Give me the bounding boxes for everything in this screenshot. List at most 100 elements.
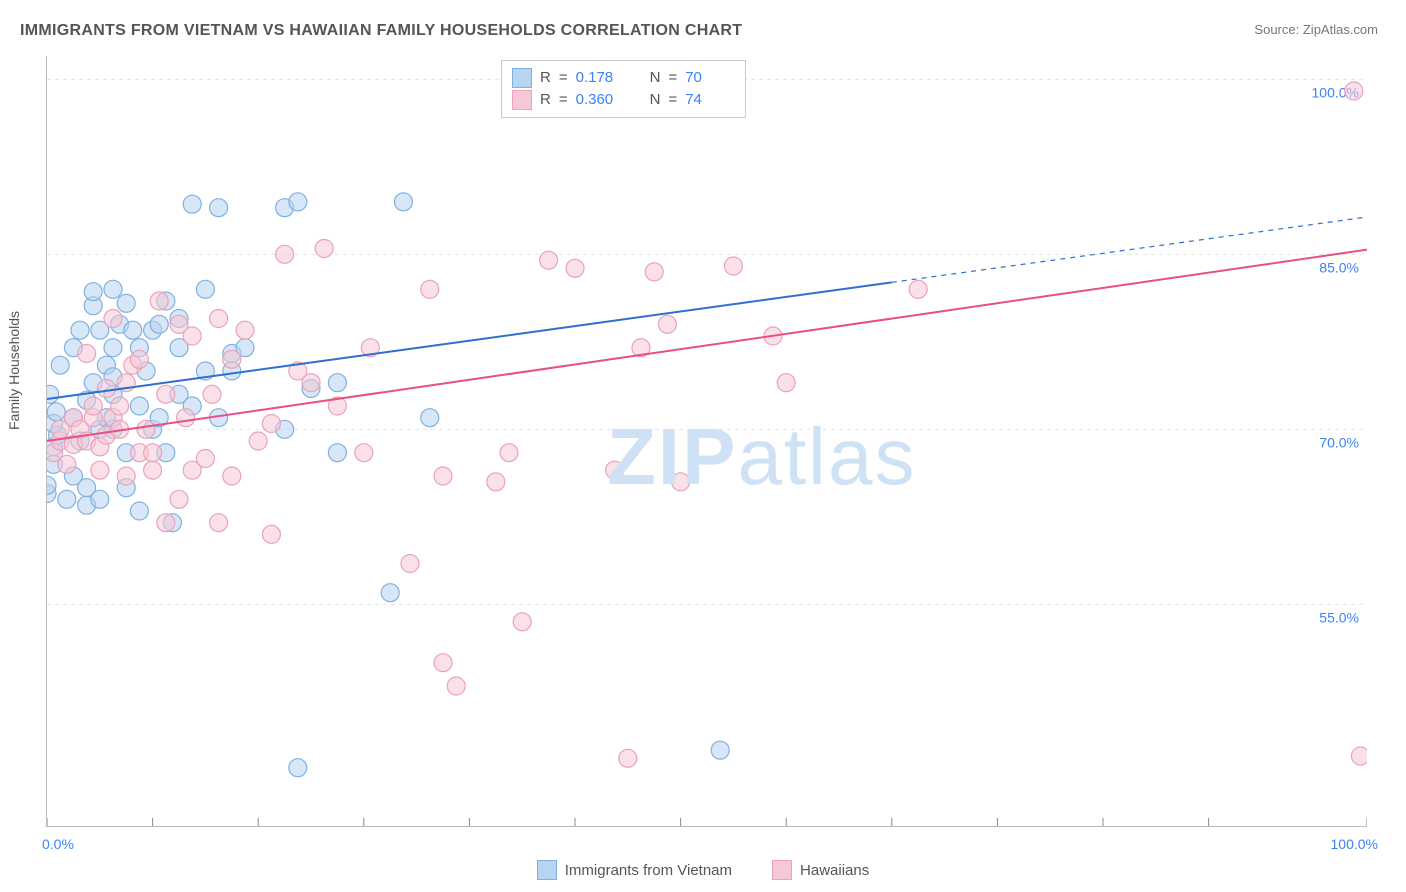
legend-item: Hawaiians bbox=[772, 860, 869, 880]
data-point bbox=[302, 374, 320, 392]
data-point bbox=[58, 455, 76, 473]
data-point bbox=[117, 294, 135, 312]
data-point bbox=[566, 259, 584, 277]
data-point bbox=[130, 397, 148, 415]
data-point bbox=[71, 321, 89, 339]
data-point bbox=[289, 759, 307, 777]
legend-item: Immigrants from Vietnam bbox=[537, 860, 732, 880]
data-point bbox=[421, 280, 439, 298]
data-point bbox=[157, 514, 175, 532]
data-point bbox=[909, 280, 927, 298]
data-point bbox=[47, 403, 65, 421]
stat-n-value: 70 bbox=[685, 67, 733, 89]
chart-plot-area: 55.0%70.0%85.0%100.0% ZIPatlas R=0.178N=… bbox=[46, 56, 1367, 827]
stat-n-value: 74 bbox=[685, 89, 733, 111]
data-point bbox=[104, 310, 122, 328]
legend-label: Immigrants from Vietnam bbox=[565, 862, 732, 879]
data-point bbox=[658, 315, 676, 333]
data-point bbox=[328, 374, 346, 392]
data-point bbox=[401, 555, 419, 573]
data-point bbox=[210, 514, 228, 532]
legend-swatch bbox=[772, 860, 792, 880]
data-point bbox=[210, 199, 228, 217]
legend-swatch bbox=[512, 90, 532, 110]
data-point bbox=[328, 444, 346, 462]
data-point bbox=[104, 339, 122, 357]
stat-r-label: R bbox=[540, 89, 551, 111]
data-point bbox=[117, 467, 135, 485]
data-point bbox=[177, 409, 195, 427]
stat-eq: = bbox=[559, 89, 568, 111]
data-point bbox=[130, 502, 148, 520]
stat-r-value: 0.360 bbox=[576, 89, 624, 111]
data-point bbox=[394, 193, 412, 211]
data-point bbox=[223, 467, 241, 485]
data-point bbox=[111, 397, 129, 415]
stat-eq: = bbox=[559, 67, 568, 89]
data-point bbox=[157, 385, 175, 403]
data-point bbox=[434, 467, 452, 485]
data-point bbox=[150, 292, 168, 310]
data-point bbox=[58, 490, 76, 508]
data-point bbox=[724, 257, 742, 275]
data-point bbox=[47, 385, 59, 403]
stat-n-label: N bbox=[650, 67, 661, 89]
data-point bbox=[381, 584, 399, 602]
data-point bbox=[124, 321, 142, 339]
data-point bbox=[540, 251, 558, 269]
stat-eq: = bbox=[668, 67, 677, 89]
data-point bbox=[104, 280, 122, 298]
data-point bbox=[262, 525, 280, 543]
x-axis-start-label: 0.0% bbox=[42, 836, 74, 852]
data-point bbox=[249, 432, 267, 450]
data-point bbox=[262, 415, 280, 433]
data-point bbox=[500, 444, 518, 462]
y-tick-label: 85.0% bbox=[1319, 259, 1359, 275]
data-point bbox=[203, 385, 221, 403]
data-point bbox=[236, 321, 254, 339]
stats-row: R=0.360N=74 bbox=[512, 89, 733, 111]
data-point bbox=[91, 461, 109, 479]
data-point bbox=[619, 749, 637, 767]
data-point bbox=[1351, 747, 1367, 765]
y-axis-label: Family Households bbox=[6, 311, 22, 430]
data-point bbox=[276, 245, 294, 263]
chart-title: IMMIGRANTS FROM VIETNAM VS HAWAIIAN FAMI… bbox=[20, 22, 742, 40]
data-point bbox=[421, 409, 439, 427]
data-point bbox=[170, 490, 188, 508]
data-point bbox=[84, 283, 102, 301]
stats-box: R=0.178N=70R=0.360N=74 bbox=[501, 60, 746, 118]
data-point bbox=[711, 741, 729, 759]
data-point bbox=[183, 327, 201, 345]
chart-svg: 55.0%70.0%85.0%100.0% bbox=[47, 56, 1367, 826]
stat-r-value: 0.178 bbox=[576, 67, 624, 89]
data-point bbox=[144, 444, 162, 462]
data-point bbox=[97, 380, 115, 398]
data-point bbox=[78, 345, 96, 363]
legend-swatch bbox=[512, 68, 532, 88]
data-point bbox=[150, 315, 168, 333]
data-point bbox=[137, 420, 155, 438]
source-name: ZipAtlas.com bbox=[1303, 22, 1378, 37]
data-point bbox=[315, 240, 333, 258]
legend-swatch bbox=[537, 860, 557, 880]
data-point bbox=[51, 356, 69, 374]
data-point bbox=[144, 461, 162, 479]
data-point bbox=[434, 654, 452, 672]
data-point bbox=[355, 444, 373, 462]
data-point bbox=[84, 397, 102, 415]
data-point bbox=[196, 280, 214, 298]
data-point bbox=[91, 490, 109, 508]
y-tick-label: 70.0% bbox=[1319, 434, 1359, 450]
stat-eq: = bbox=[668, 89, 677, 111]
source-label: Source: bbox=[1254, 22, 1299, 37]
data-point bbox=[223, 350, 241, 368]
data-point bbox=[183, 195, 201, 213]
data-point bbox=[606, 461, 624, 479]
data-point bbox=[196, 450, 214, 468]
data-point bbox=[130, 350, 148, 368]
data-point bbox=[487, 473, 505, 491]
y-tick-label: 55.0% bbox=[1319, 609, 1359, 625]
x-axis-end-label: 100.0% bbox=[1331, 836, 1378, 852]
data-point bbox=[777, 374, 795, 392]
